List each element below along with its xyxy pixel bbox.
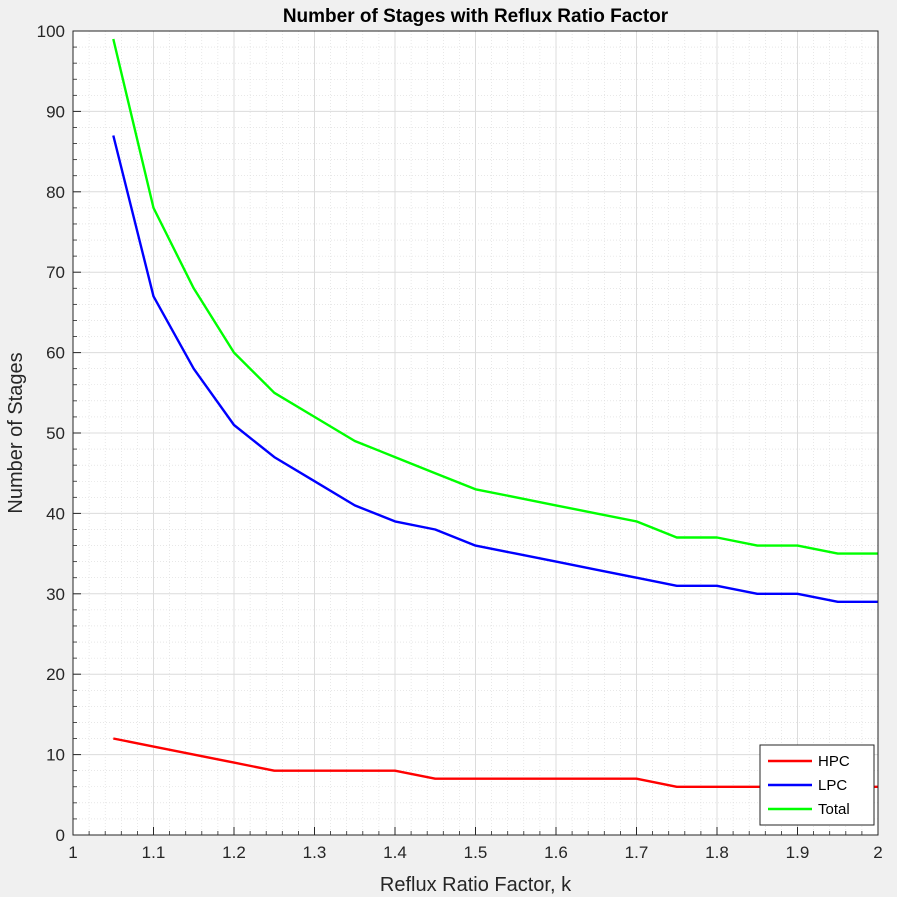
- x-tick-label: 1.6: [544, 843, 568, 862]
- y-tick-labels: 0 10 20 30 40 50 60 70 80 90 100: [37, 22, 65, 845]
- x-tick-label: 1.7: [625, 843, 649, 862]
- x-tick-label: 1.5: [464, 843, 488, 862]
- y-tick-label: 60: [46, 344, 65, 363]
- x-tick-label: 1.2: [222, 843, 246, 862]
- legend: HPC LPC Total: [759, 744, 875, 826]
- y-tick-label: 50: [46, 424, 65, 443]
- x-tick-label: 2: [873, 843, 882, 862]
- tick-marks: [72, 30, 879, 836]
- y-tick-label: 30: [46, 585, 65, 604]
- series-line-total: [112, 38, 878, 555]
- series-line-hpc: [113, 737, 878, 788]
- legend-label-lpc: LPC: [818, 777, 847, 794]
- series-layer: [112, 38, 878, 788]
- y-tick-label: 10: [46, 746, 65, 765]
- x-tick-label: 1.8: [705, 843, 729, 862]
- y-tick-label: 90: [46, 102, 65, 121]
- y-tick-label: 40: [46, 504, 65, 523]
- x-tick-label: 1.4: [383, 843, 407, 862]
- x-tick-label: 1.1: [142, 843, 166, 862]
- legend-label-hpc: HPC: [818, 753, 850, 770]
- y-tick-label: 80: [46, 183, 65, 202]
- x-tick-label: 1: [68, 843, 77, 862]
- legend-box: [759, 744, 875, 826]
- y-tick-label: 100: [37, 22, 65, 41]
- y-tick-label: 20: [46, 665, 65, 684]
- x-tick-label: 1.9: [786, 843, 810, 862]
- y-axis-label: Number of Stages: [5, 352, 27, 513]
- y-tick-label: 0: [56, 826, 65, 845]
- x-tick-labels: 1 1.1 1.2 1.3 1.4 1.5 1.6 1.7 1.8 1.9 2: [68, 843, 882, 862]
- x-tick-label: 1.3: [303, 843, 327, 862]
- x-axis-label: Reflux Ratio Factor, k: [380, 874, 572, 896]
- y-tick-label: 70: [46, 263, 65, 282]
- series-line-lpc: [112, 135, 878, 603]
- chart-title: Number of Stages with Reflux Ratio Facto…: [283, 6, 669, 27]
- legend-label-total: Total: [818, 801, 850, 818]
